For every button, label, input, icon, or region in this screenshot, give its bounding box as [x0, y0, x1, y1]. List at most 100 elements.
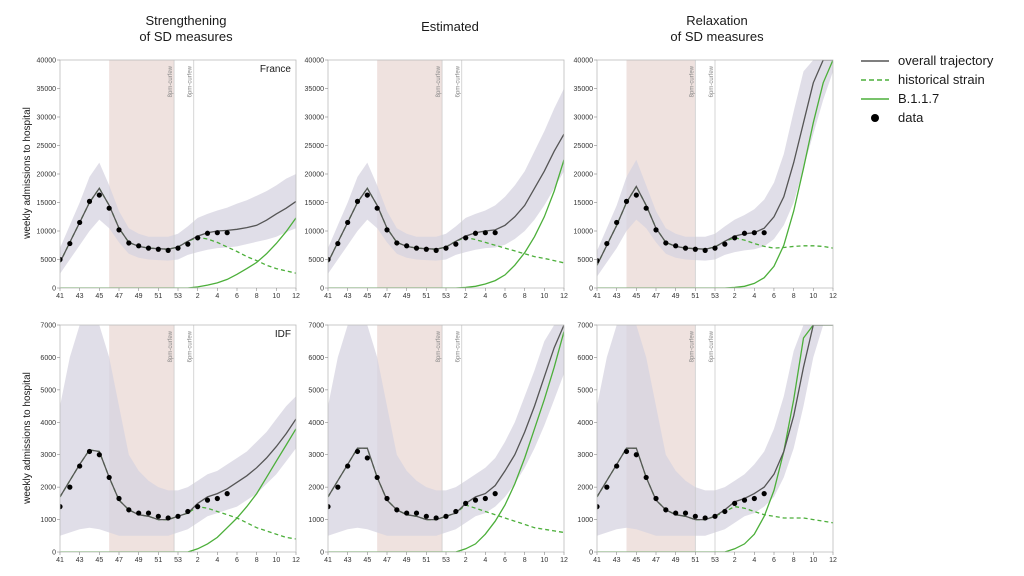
panel-france-strengthening: 8pm-curfew 6pm-curfew 0 5000 10000 15000 20000…	[37, 58, 300, 301]
data-point	[597, 504, 600, 510]
curfew-label: 6pm-curfew	[188, 65, 194, 97]
y-tick-label: 20000	[305, 172, 325, 179]
x-tick-label: 51	[691, 293, 699, 300]
y-tick-label: 4000	[577, 420, 593, 427]
x-tick-label: 4	[752, 293, 756, 300]
y-tick-label: 0	[589, 550, 593, 557]
panel-idf-estimated: 8pm-curfew 6pm-curfew 0 1000 2000 3000 4000 500…	[308, 323, 568, 565]
y-tick-label: 40000	[37, 58, 57, 65]
series-b117	[328, 331, 564, 552]
y-tick-label: 1000	[308, 517, 324, 524]
x-tick-label: 53	[174, 293, 182, 300]
x-tick-label: 2	[733, 557, 737, 564]
data-point	[96, 452, 102, 458]
x-tick-label: 49	[672, 293, 680, 300]
y-tick-label: 25000	[305, 143, 325, 150]
y-tick-label: 1000	[40, 517, 56, 524]
x-tick-label: 53	[174, 557, 182, 564]
x-tick-label: 51	[154, 293, 162, 300]
x-tick-label: 41	[56, 293, 64, 300]
x-tick-label: 45	[632, 557, 640, 564]
data-point	[328, 256, 331, 263]
x-tick-label: 45	[632, 293, 640, 300]
x-tick-label: 10	[809, 557, 817, 564]
data-point	[204, 497, 211, 503]
x-tick-label: 4	[483, 293, 487, 300]
data-point	[673, 243, 679, 249]
data-point	[86, 198, 93, 204]
curfew-label: 6pm-curfew	[456, 65, 462, 97]
x-tick-label: 49	[403, 557, 411, 564]
x-tick-label: 8	[523, 293, 527, 300]
data-point	[604, 240, 610, 247]
data-point	[116, 495, 122, 502]
x-tick-label: 8	[255, 557, 259, 564]
data-point	[116, 227, 122, 233]
x-tick-label: 2	[464, 557, 468, 564]
plot-area: 8pm-curfew 6pm-curfew	[60, 60, 296, 288]
x-tick-label: 47	[383, 293, 391, 300]
data-point	[692, 246, 698, 252]
y-tick-label: 0	[320, 286, 324, 293]
data-point	[433, 247, 439, 253]
data-point	[623, 448, 630, 455]
y-tick-label: 2000	[40, 485, 56, 492]
data-point	[364, 192, 370, 198]
data-point	[663, 240, 669, 246]
data-point	[374, 474, 380, 481]
plot-area: 8pm-curfew 6pm-curfew	[597, 325, 833, 552]
data-point	[60, 504, 63, 510]
data-point	[692, 513, 698, 519]
data-point	[633, 192, 639, 198]
plot-area: 8pm-curfew 6pm-curfew	[597, 60, 833, 288]
y-tick-label: 25000	[574, 143, 594, 150]
y-tick-label: 7000	[308, 323, 324, 330]
x-tick-label: 47	[383, 557, 391, 564]
x-tick-label: 41	[324, 293, 332, 300]
x-tick-label: 8	[792, 293, 796, 300]
curfew-label: 6pm-curfew	[709, 65, 715, 97]
col-title-1-line2: of SD measures	[139, 29, 233, 44]
y-tick-label: 40000	[574, 58, 594, 65]
y-tick-label: 0	[589, 286, 593, 293]
legend: overall trajectory historical strain B.1…	[861, 53, 994, 125]
y-tick-label: 15000	[574, 200, 594, 207]
data-point	[482, 495, 488, 502]
x-tick-label: 47	[115, 293, 123, 300]
data-point	[604, 484, 610, 490]
uncertainty-band	[597, 325, 833, 536]
x-tick-label: 4	[752, 557, 756, 564]
data-point	[653, 227, 659, 233]
x-tick-label: 12	[292, 557, 300, 564]
x-tick-label: 49	[403, 293, 411, 300]
plot-area: 8pm-curfew 6pm-curfew	[328, 325, 564, 552]
legend-data-label: data	[898, 110, 924, 125]
data-point	[155, 246, 161, 252]
x-tick-label: 51	[422, 293, 430, 300]
curfew-label: 8pm-curfew	[168, 65, 174, 97]
data-point	[136, 243, 142, 249]
y-tick-label: 30000	[305, 115, 325, 122]
x-tick-label: 4	[215, 293, 219, 300]
y-tick-label: 5000	[40, 257, 56, 264]
data-point	[614, 463, 620, 469]
data-point	[751, 495, 757, 502]
data-point	[175, 513, 181, 519]
data-point	[126, 507, 132, 513]
y-tick-label: 40000	[305, 58, 325, 65]
uncertainty-band	[597, 60, 833, 277]
x-tick-label: 51	[691, 557, 699, 564]
data-point	[761, 230, 767, 236]
data-point	[453, 241, 459, 247]
x-tick-label: 8	[255, 293, 259, 300]
data-point	[214, 230, 220, 236]
y-tick-label: 5000	[308, 257, 324, 264]
data-point	[623, 198, 630, 204]
y-tick-label: 35000	[305, 86, 325, 93]
x-tick-label: 47	[652, 293, 660, 300]
x-tick-label: 12	[560, 293, 568, 300]
x-tick-label: 8	[792, 557, 796, 564]
x-tick-label: 6	[503, 293, 507, 300]
x-tick-label: 43	[76, 293, 84, 300]
data-point	[126, 240, 132, 246]
